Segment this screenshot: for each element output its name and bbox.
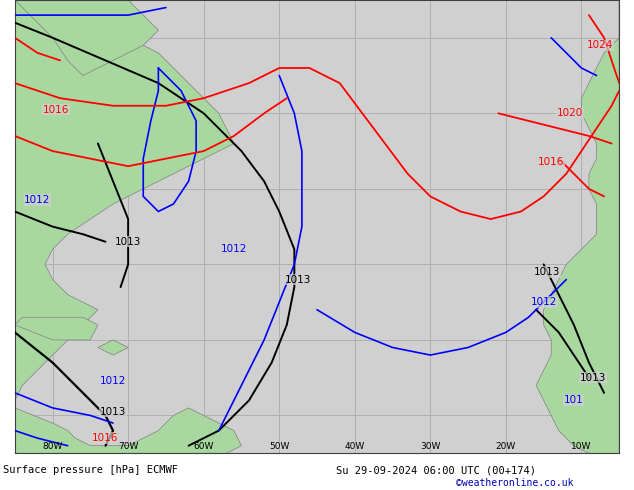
Text: 101: 101: [564, 395, 584, 405]
Text: 1016: 1016: [538, 157, 564, 168]
Polygon shape: [98, 340, 128, 355]
Text: 40W: 40W: [345, 442, 365, 451]
Text: 10W: 10W: [571, 442, 592, 451]
Text: 1012: 1012: [24, 195, 51, 205]
Text: 1013: 1013: [100, 407, 126, 416]
Text: 70W: 70W: [118, 442, 138, 451]
Text: 1012: 1012: [531, 297, 557, 307]
Text: 1013: 1013: [579, 373, 606, 383]
Polygon shape: [536, 0, 619, 453]
Text: 80W: 80W: [42, 442, 63, 451]
Text: 1013: 1013: [115, 237, 141, 247]
Text: 50W: 50W: [269, 442, 289, 451]
Text: 1013: 1013: [285, 274, 311, 285]
Text: 1016: 1016: [43, 104, 70, 115]
Text: 1013: 1013: [534, 267, 560, 277]
Polygon shape: [15, 408, 242, 453]
Text: 60W: 60W: [193, 442, 214, 451]
Polygon shape: [15, 0, 234, 400]
Text: 1016: 1016: [93, 433, 119, 443]
Text: 1024: 1024: [587, 40, 614, 50]
Text: Surface pressure [hPa] ECMWF: Surface pressure [hPa] ECMWF: [3, 466, 178, 475]
Text: 1012: 1012: [221, 245, 247, 254]
Text: 1012: 1012: [100, 376, 126, 387]
Text: 20W: 20W: [496, 442, 516, 451]
Text: 30W: 30W: [420, 442, 441, 451]
Text: Su 29-09-2024 06:00 UTC (00+174): Su 29-09-2024 06:00 UTC (00+174): [336, 466, 536, 475]
Text: 1020: 1020: [557, 108, 583, 118]
Polygon shape: [15, 0, 158, 75]
Polygon shape: [15, 318, 98, 340]
Text: ©weatheronline.co.uk: ©weatheronline.co.uk: [456, 478, 574, 488]
